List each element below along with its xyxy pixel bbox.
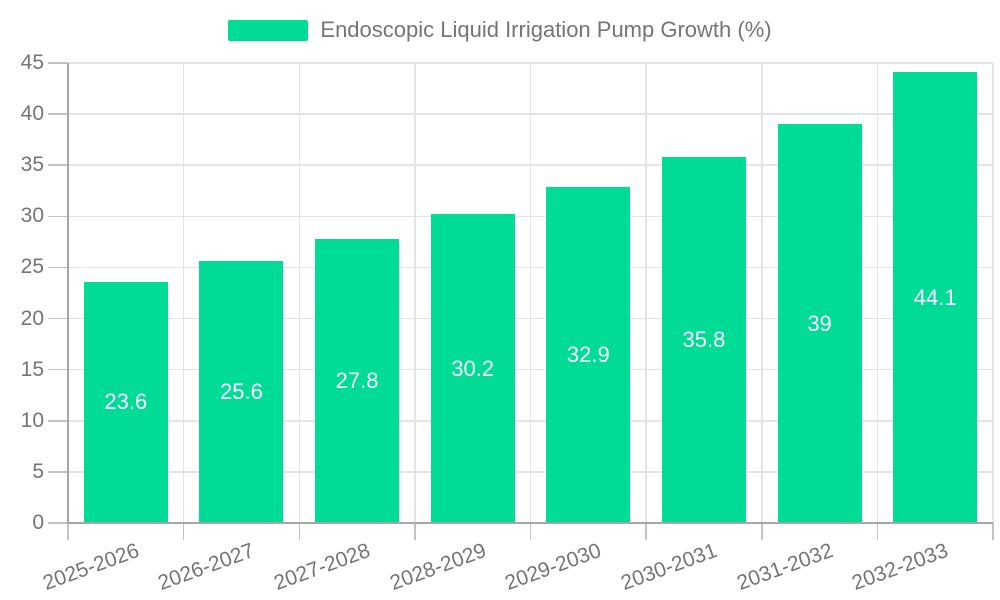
bar-2031-2032[interactable] [777,124,862,523]
x-gridline [182,63,185,523]
y-axis-tick [48,62,68,64]
y-axis-tick [48,215,68,218]
x-gridline [761,63,763,523]
bar-2028-2029[interactable] [430,214,515,523]
x-axis-tick [414,523,416,540]
legend-swatch-icon [228,19,309,41]
x-axis-tick [529,523,532,540]
legend-label: Endoscopic Liquid Irrigation Pump Growth… [320,17,772,42]
bar-2026-2027[interactable] [199,261,284,523]
y-axis-label: 5 [32,459,44,483]
y-axis-label: 15 [20,357,44,381]
y-axis-tick [48,420,68,422]
x-gridline [876,63,879,523]
x-gridline [298,63,300,523]
y-axis-label: 35 [20,153,44,177]
y-axis-label: 30 [20,204,44,228]
x-axis-tick [67,523,69,540]
y-axis-tick [48,113,68,115]
x-gridline [529,63,532,523]
bar-2029-2030[interactable] [546,186,631,523]
y-axis-label: 45 [20,51,44,74]
y-axis-label: 0 [32,511,44,534]
bar-2030-2031[interactable] [661,157,746,523]
y-axis-line [67,63,69,524]
y-axis-tick [48,471,68,473]
y-axis-label: 10 [20,408,44,432]
y-axis-tick [48,164,68,166]
x-axis-tick [645,523,647,540]
x-gridline [645,63,647,523]
y-axis-tick [48,266,68,269]
x-gridline [992,63,994,523]
y-axis-tick [48,368,68,371]
y-axis-tick [48,522,68,524]
x-axis-tick [298,523,300,540]
x-axis-tick [992,523,994,540]
x-axis-tick [182,523,185,540]
bar-2032-2033[interactable] [893,72,978,523]
x-gridline [414,63,416,523]
y-axis-label: 20 [20,306,44,330]
y-axis-tick [48,317,68,320]
y-axis-label: 40 [20,102,44,126]
x-axis-line [67,522,993,524]
y-axis-label: 25 [20,255,44,279]
bar-2027-2028[interactable] [315,238,400,523]
x-axis-tick [876,523,879,540]
bar-2025-2026[interactable] [83,281,168,523]
x-axis-tick [761,523,763,540]
legend[interactable]: Endoscopic Liquid Irrigation Pump Growth… [0,17,1000,43]
